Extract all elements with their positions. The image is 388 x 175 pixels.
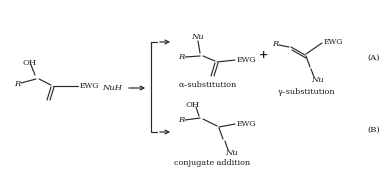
Text: Nu: Nu xyxy=(226,149,238,157)
Text: NuH: NuH xyxy=(102,84,122,92)
Text: OH: OH xyxy=(23,59,37,67)
Text: R: R xyxy=(178,53,184,61)
Text: EWG: EWG xyxy=(324,38,343,46)
Text: R: R xyxy=(178,116,184,124)
Text: EWG: EWG xyxy=(237,120,256,128)
Text: Nu: Nu xyxy=(192,33,204,41)
Text: γ–substitution: γ–substitution xyxy=(278,88,336,96)
Text: (A): (A) xyxy=(368,54,380,62)
Text: EWG: EWG xyxy=(237,56,256,64)
Text: EWG: EWG xyxy=(80,82,99,90)
Text: OH: OH xyxy=(186,101,200,109)
Text: R: R xyxy=(272,40,278,48)
Text: R: R xyxy=(14,80,20,88)
Text: α–substitution: α–substitution xyxy=(179,81,237,89)
Text: +: + xyxy=(258,50,268,61)
Text: Nu: Nu xyxy=(312,76,324,84)
Text: (B): (B) xyxy=(368,126,380,134)
Text: conjugate addition: conjugate addition xyxy=(174,159,250,167)
